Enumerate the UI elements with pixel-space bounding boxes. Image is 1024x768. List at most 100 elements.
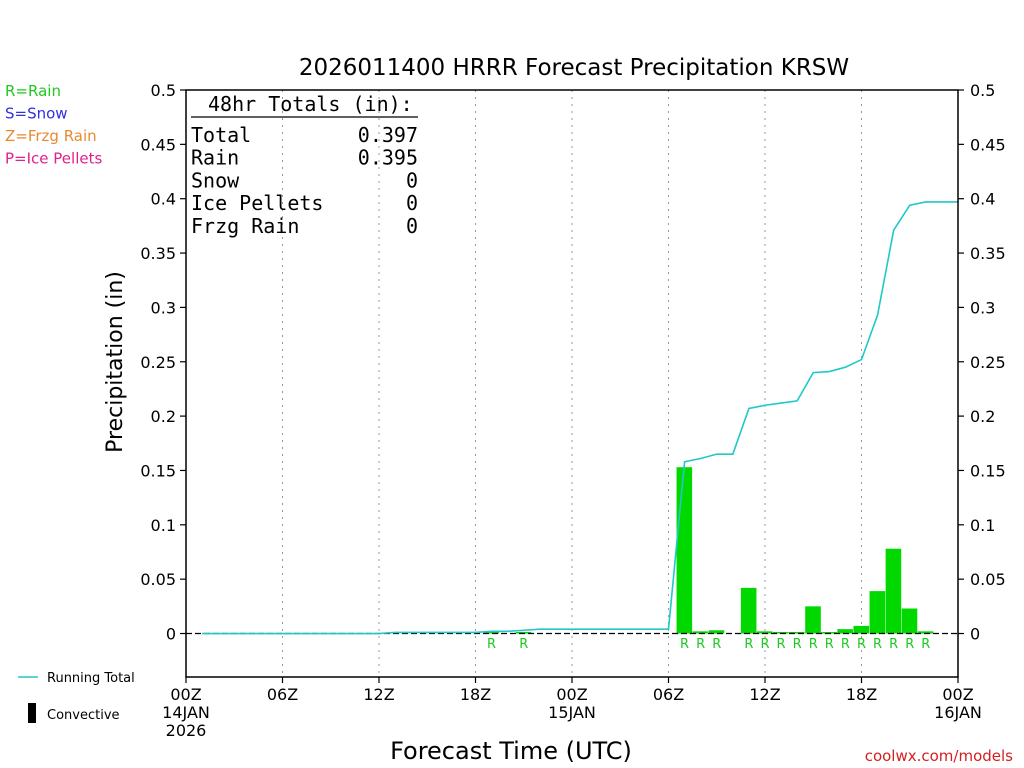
- precip-type-code: R: [696, 637, 705, 652]
- totals-row-value: 0.397: [358, 123, 418, 147]
- totals-row-label: Rain: [191, 146, 239, 170]
- precip-type-code: R: [921, 637, 930, 652]
- totals-row-value: 0.395: [358, 146, 418, 170]
- totals-row-value: 0: [406, 214, 418, 238]
- x-tick-label: 06Z: [653, 685, 684, 704]
- precip-bar: [676, 467, 693, 634]
- totals-row-label: Total: [191, 123, 251, 147]
- y-tick-label-right: 0.5: [970, 81, 995, 100]
- precip-type-code: R: [889, 637, 898, 652]
- x-tick-label: 18Z: [460, 685, 491, 704]
- x-tick-label: 12Z: [363, 685, 394, 704]
- y-tick-label-left: 0.3: [151, 298, 176, 317]
- precip-bar: [483, 632, 500, 634]
- precip-bar: [708, 630, 725, 634]
- precip-bar: [756, 631, 773, 634]
- running-total-line: [202, 201, 958, 635]
- y-tick-label-right: 0.4: [970, 190, 995, 209]
- x-tick-label: 00Z: [556, 685, 587, 704]
- totals-row-label: Ice Pellets: [191, 191, 323, 215]
- running-total-line: [202, 201, 958, 635]
- x-tick-label: 12Z: [749, 685, 780, 704]
- y-tick-label-left: 0.35: [140, 244, 176, 263]
- precip-bar: [740, 587, 757, 634]
- precip-bar: [837, 629, 853, 634]
- x-tick-label: 16JAN: [934, 703, 982, 722]
- x-tick-label: 00Z: [170, 685, 201, 704]
- legend-left-item: P=Ice Pellets: [5, 150, 102, 168]
- precip-type-code: R: [487, 637, 496, 652]
- y-tick-label-right: 0.45: [970, 135, 1006, 154]
- precip-bar: [805, 606, 821, 634]
- precip-type-code: R: [841, 637, 850, 652]
- precip-type-code: R: [744, 637, 753, 652]
- x-tick-label: 2026: [166, 721, 207, 740]
- legend-left-item: R=Rain: [5, 82, 61, 100]
- x-tick-label: 06Z: [267, 685, 298, 704]
- precip-bar: [917, 631, 934, 634]
- precip-type-code: R: [809, 637, 818, 652]
- precip-type-code: R: [825, 637, 834, 652]
- y-tick-label-left: 0: [166, 625, 176, 644]
- legend-left-item: S=Snow: [5, 105, 68, 123]
- series-legend: Running Total Convective: [18, 671, 135, 723]
- grid-lines: [282, 90, 862, 677]
- precip-type-code: R: [777, 637, 786, 652]
- y-tick-label-right: 0: [970, 625, 980, 644]
- totals-row-value: 0: [406, 191, 418, 215]
- totals-title: 48hr Totals (in):: [208, 92, 413, 116]
- y-tick-label-right: 0.1: [970, 516, 995, 535]
- y-tick-label-left: 0.05: [140, 570, 176, 589]
- y-tick-label-left: 0.5: [151, 81, 176, 100]
- precip-type-code: R: [712, 637, 721, 652]
- y-tick-label-left: 0.15: [140, 461, 176, 480]
- chart-title: 2026011400 HRRR Forecast Precipitation K…: [299, 55, 849, 81]
- credit-label: coolwx.com/models: [865, 747, 1013, 765]
- precip-bar: [515, 632, 532, 634]
- precip-bar: [869, 591, 886, 634]
- y-tick-label-left: 0.4: [151, 190, 176, 209]
- precip-bar: [821, 632, 837, 634]
- totals-box: 48hr Totals (in): Total 0.397 Rain 0.395 Snow…: [191, 92, 418, 238]
- y-tick-label-left: 0.2: [151, 407, 176, 426]
- precip-type-legend: R=Rain S=Snow Z=Frzg Rain P=Ice Pellets: [5, 82, 102, 168]
- x-tick-label: 14JAN: [162, 703, 210, 722]
- precip-bar: [692, 631, 709, 634]
- y-axis-label: Precipitation (in): [103, 271, 128, 453]
- axis-ticks: 0 00.05 0.050.1 0.10.15 0.150.2 0.20.25 0.250.…: [140, 81, 1005, 740]
- y-tick-label-right: 0.15: [970, 461, 1006, 480]
- y-tick-label-left: 0.1: [151, 516, 176, 535]
- precip-bar: [853, 625, 870, 634]
- y-tick-label-left: 0.45: [140, 135, 176, 154]
- hourly-bars: [483, 467, 934, 634]
- precip-type-code: R: [905, 637, 914, 652]
- legend-convective-swatch: [28, 703, 36, 723]
- precip-bar: [789, 632, 805, 634]
- x-tick-label: 15JAN: [548, 703, 596, 722]
- precip-type-code: R: [519, 637, 528, 652]
- x-axis-label: Forecast Time (UTC): [390, 737, 632, 765]
- precip-type-code: R: [760, 637, 769, 652]
- y-tick-label-right: 0.25: [970, 353, 1006, 372]
- precip-bar: [773, 632, 789, 634]
- x-tick-label: 00Z: [942, 685, 973, 704]
- precip-bar: [885, 548, 902, 634]
- x-tick-label: 18Z: [846, 685, 877, 704]
- precip-type-code: R: [873, 637, 882, 652]
- precip-type-code: R: [680, 637, 689, 652]
- precip-bar: [901, 608, 918, 634]
- y-tick-label-right: 0.35: [970, 244, 1006, 263]
- totals-row-label: Frzg Rain: [191, 214, 299, 238]
- precip-type-code: R: [793, 637, 802, 652]
- totals-row-value: 0: [406, 168, 418, 192]
- legend-running-total: Running Total: [47, 671, 135, 686]
- precip-type-code: R: [857, 637, 866, 652]
- y-tick-label-right: 0.2: [970, 407, 995, 426]
- totals-row-label: Snow: [191, 168, 240, 192]
- legend-left-item: Z=Frzg Rain: [5, 127, 97, 145]
- y-tick-label-left: 0.25: [140, 353, 176, 372]
- legend-convective: Convective: [47, 708, 120, 723]
- y-tick-label-right: 0.3: [970, 298, 995, 317]
